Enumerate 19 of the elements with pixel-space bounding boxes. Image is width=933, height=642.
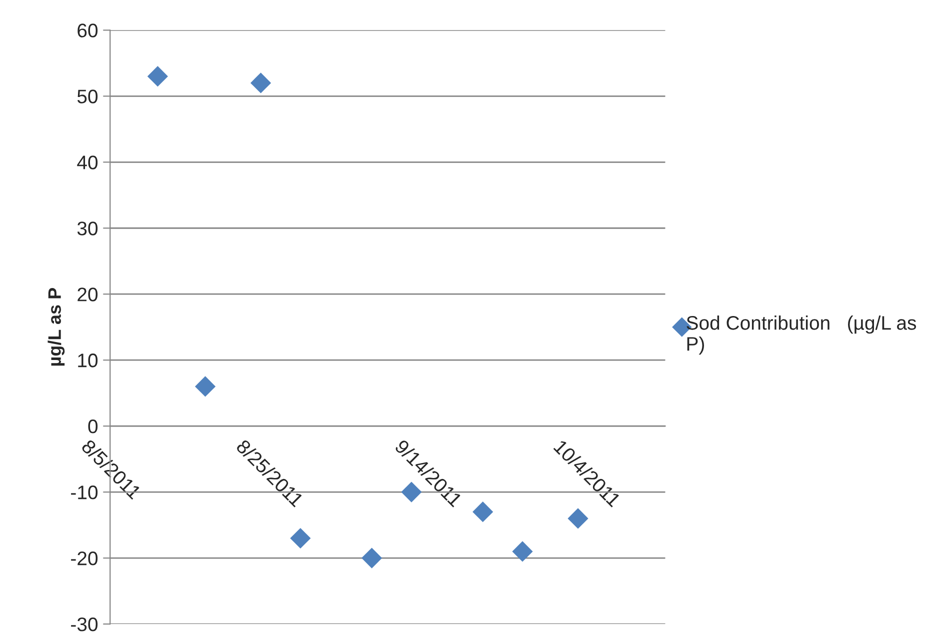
y-tick-label: 30 bbox=[77, 222, 98, 236]
y-tick-label: 40 bbox=[77, 156, 98, 170]
point bbox=[512, 541, 533, 562]
point bbox=[290, 528, 311, 549]
y-tick-label: 0 bbox=[88, 420, 98, 434]
point bbox=[472, 502, 494, 522]
legend-label: Sod Contribution (µg/L as P) bbox=[686, 316, 916, 355]
y-tick-label: -30 bbox=[71, 617, 98, 632]
point bbox=[194, 376, 216, 397]
y-tick-label: 10 bbox=[78, 354, 98, 368]
y-tick-label: 60 bbox=[78, 24, 98, 38]
point bbox=[147, 66, 168, 87]
point bbox=[568, 508, 588, 529]
point bbox=[362, 548, 382, 568]
y-tick-label: -20 bbox=[71, 552, 98, 566]
point bbox=[250, 72, 272, 94]
y-axis-title: µg/L as P bbox=[48, 288, 65, 366]
y-tick-label: 50 bbox=[77, 90, 98, 104]
y-tick-label: 20 bbox=[78, 288, 98, 302]
